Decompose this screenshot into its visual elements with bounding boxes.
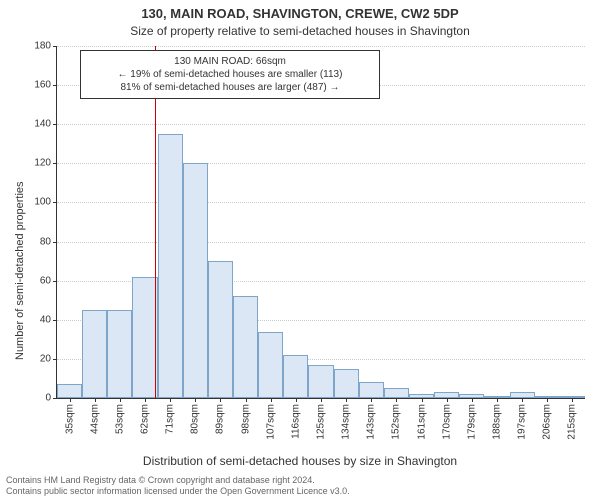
histogram-bar	[158, 134, 183, 398]
ytick-label: 100	[34, 197, 57, 208]
xtick-label: 98sqm	[240, 404, 251, 434]
footer-attribution: Contains HM Land Registry data © Crown c…	[6, 475, 350, 498]
histogram-bar	[334, 369, 359, 398]
gridline-h	[57, 124, 585, 125]
chart-title: 130, MAIN ROAD, SHAVINGTON, CREWE, CW2 5…	[0, 6, 600, 21]
xtick-label: 35sqm	[64, 404, 75, 434]
xtick-mark	[497, 398, 498, 402]
xtick-mark	[70, 398, 71, 402]
xtick-label: 170sqm	[441, 404, 452, 440]
xtick-label: 188sqm	[492, 404, 503, 440]
ytick-label: 80	[40, 236, 57, 247]
histogram-bar	[283, 355, 308, 398]
xtick-mark	[296, 398, 297, 402]
histogram-bar	[183, 163, 208, 398]
ytick-label: 140	[34, 119, 57, 130]
histogram-bar	[233, 296, 258, 398]
xtick-mark	[346, 398, 347, 402]
ytick-label: 60	[40, 275, 57, 286]
annotation-line: 81% of semi-detached houses are larger (…	[89, 81, 371, 94]
x-axis-label: Distribution of semi-detached houses by …	[0, 454, 600, 468]
xtick-label: 206sqm	[542, 404, 553, 440]
xtick-label: 89sqm	[215, 404, 226, 434]
xtick-mark	[145, 398, 146, 402]
chart-subtitle: Size of property relative to semi-detach…	[0, 24, 600, 38]
histogram-bar	[82, 310, 107, 398]
xtick-label: 161sqm	[416, 404, 427, 440]
histogram-bar	[57, 384, 82, 398]
annotation-line: 130 MAIN ROAD: 66sqm	[89, 55, 371, 68]
gridline-h	[57, 202, 585, 203]
ytick-label: 40	[40, 314, 57, 325]
footer-line-2: Contains public sector information licen…	[6, 486, 350, 497]
xtick-label: 80sqm	[190, 404, 201, 434]
xtick-mark	[246, 398, 247, 402]
histogram-bar	[107, 310, 132, 398]
xtick-label: 134sqm	[341, 404, 352, 440]
xtick-mark	[95, 398, 96, 402]
xtick-label: 143sqm	[366, 404, 377, 440]
xtick-label: 71sqm	[165, 404, 176, 434]
xtick-label: 125sqm	[316, 404, 327, 440]
histogram-bar	[308, 365, 333, 398]
xtick-mark	[547, 398, 548, 402]
xtick-mark	[170, 398, 171, 402]
gridline-h	[57, 242, 585, 243]
xtick-mark	[522, 398, 523, 402]
xtick-mark	[220, 398, 221, 402]
xtick-mark	[195, 398, 196, 402]
ytick-label: 0	[45, 393, 57, 404]
annotation-line: ← 19% of semi-detached houses are smalle…	[89, 68, 371, 81]
ytick-label: 120	[34, 158, 57, 169]
xtick-label: 107sqm	[265, 404, 276, 440]
xtick-mark	[422, 398, 423, 402]
gridline-h	[57, 46, 585, 47]
xtick-mark	[572, 398, 573, 402]
footer-line-1: Contains HM Land Registry data © Crown c…	[6, 475, 350, 486]
ytick-label: 160	[34, 80, 57, 91]
xtick-mark	[120, 398, 121, 402]
xtick-mark	[447, 398, 448, 402]
xtick-label: 116sqm	[290, 404, 301, 439]
ytick-label: 180	[34, 41, 57, 52]
xtick-label: 179sqm	[466, 404, 477, 440]
xtick-label: 44sqm	[89, 404, 100, 434]
y-axis-label: Number of semi-detached properties	[14, 181, 26, 360]
histogram-bar	[359, 382, 384, 398]
xtick-label: 53sqm	[114, 404, 125, 434]
xtick-label: 215sqm	[567, 404, 578, 440]
chart-container: { "title": { "text": "130, MAIN ROAD, SH…	[0, 0, 600, 500]
histogram-bar	[208, 261, 233, 398]
xtick-mark	[321, 398, 322, 402]
histogram-bar	[384, 388, 409, 398]
ytick-label: 20	[40, 353, 57, 364]
histogram-bar	[258, 332, 283, 398]
annotation-box: 130 MAIN ROAD: 66sqm← 19% of semi-detach…	[80, 50, 380, 99]
xtick-mark	[271, 398, 272, 402]
xtick-mark	[396, 398, 397, 402]
xtick-label: 197sqm	[517, 404, 528, 440]
gridline-h	[57, 163, 585, 164]
xtick-mark	[472, 398, 473, 402]
xtick-label: 62sqm	[140, 404, 151, 434]
xtick-mark	[371, 398, 372, 402]
xtick-label: 152sqm	[391, 404, 402, 440]
